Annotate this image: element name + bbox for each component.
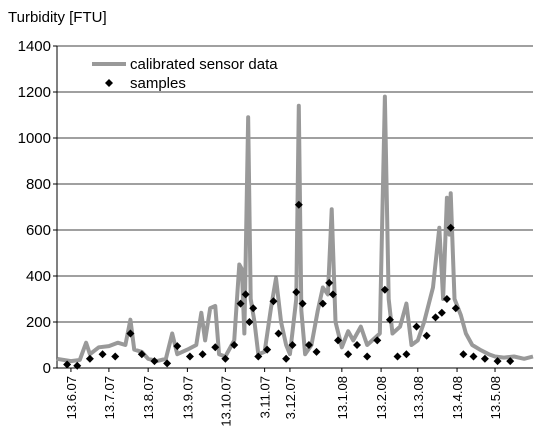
sample-point [269, 297, 278, 306]
sample-point [163, 359, 172, 368]
x-tick-label: 13.1.08 [335, 376, 350, 419]
sample-point [294, 200, 303, 209]
sample-point [380, 285, 389, 294]
sample-point [241, 290, 250, 299]
sample-point [173, 342, 182, 351]
sample-point [363, 352, 372, 361]
sample-point [221, 354, 230, 363]
y-axis-label: Turbidity [FTU] [8, 9, 107, 26]
sample-point [111, 352, 120, 361]
sample-point [249, 304, 258, 313]
x-tick-label: 13.4.08 [450, 376, 465, 419]
legend-label: calibrated sensor data [130, 56, 278, 73]
sample-point [437, 308, 446, 317]
sample-point [85, 354, 94, 363]
sample-point [288, 341, 297, 349]
y-tick-label: 1200 [18, 84, 51, 101]
sample-point [373, 336, 382, 345]
y-tick-label: 0 [43, 360, 51, 377]
y-tick-label: 400 [26, 268, 51, 285]
sample-point [459, 350, 468, 359]
sample-point [274, 329, 283, 338]
sensor-line [56, 94, 534, 364]
legend-label: samples [130, 75, 186, 92]
sample-point [63, 360, 72, 369]
sample-point [493, 357, 502, 366]
sample-point [137, 350, 146, 359]
legend-swatch [105, 79, 113, 87]
sample-point [469, 352, 478, 361]
y-tick-label: 1400 [18, 38, 51, 55]
y-tick-label: 600 [26, 222, 51, 239]
sample-point [412, 322, 421, 331]
sample-point [150, 357, 159, 366]
sample-point [344, 350, 353, 359]
sample-point [185, 352, 194, 361]
x-tick-label: 13.6.07 [64, 376, 79, 419]
sample-point [451, 304, 460, 313]
sample-point [292, 288, 301, 297]
x-tick-label: 13.10.07 [218, 376, 233, 427]
sample-point [506, 357, 515, 366]
x-tick-label: 13.3.08 [411, 376, 426, 419]
sample-point [254, 352, 263, 361]
sample-point [312, 347, 321, 356]
sample-point [393, 352, 402, 361]
x-tick-label: 3.12.07 [283, 376, 298, 419]
sample-point [126, 329, 135, 338]
sample-point [446, 223, 455, 232]
x-tick-label: 3.11.07 [258, 376, 273, 418]
x-tick-label: 13.5.08 [488, 376, 503, 419]
sample-point [480, 354, 489, 363]
sample-point [98, 350, 107, 359]
sample-point [282, 354, 291, 363]
sample-point [298, 299, 307, 308]
sample-point [431, 313, 440, 322]
sample-point [304, 341, 313, 349]
y-tick-label: 800 [26, 176, 51, 193]
x-tick-label: 13.7.07 [102, 376, 117, 419]
x-tick-label: 13.9.07 [180, 376, 195, 419]
sample-point [353, 341, 362, 349]
y-tick-label: 1000 [18, 130, 51, 147]
sample-point [263, 345, 272, 354]
sample-point [236, 299, 245, 308]
sample-point [328, 290, 337, 299]
x-tick-label: 13.2.08 [374, 376, 389, 419]
sample-point [385, 315, 394, 324]
sample-point [245, 318, 254, 326]
sample-point [325, 278, 334, 287]
y-tick-label: 200 [26, 314, 51, 331]
sample-point [211, 343, 220, 352]
sample-point [422, 331, 431, 340]
sample-point [402, 350, 411, 359]
sample-point [334, 336, 343, 345]
x-tick-label: 13.8.07 [141, 376, 156, 419]
sample-point [318, 299, 327, 308]
sample-point [442, 295, 451, 303]
sample-point [198, 350, 207, 359]
sample-point [230, 341, 239, 349]
